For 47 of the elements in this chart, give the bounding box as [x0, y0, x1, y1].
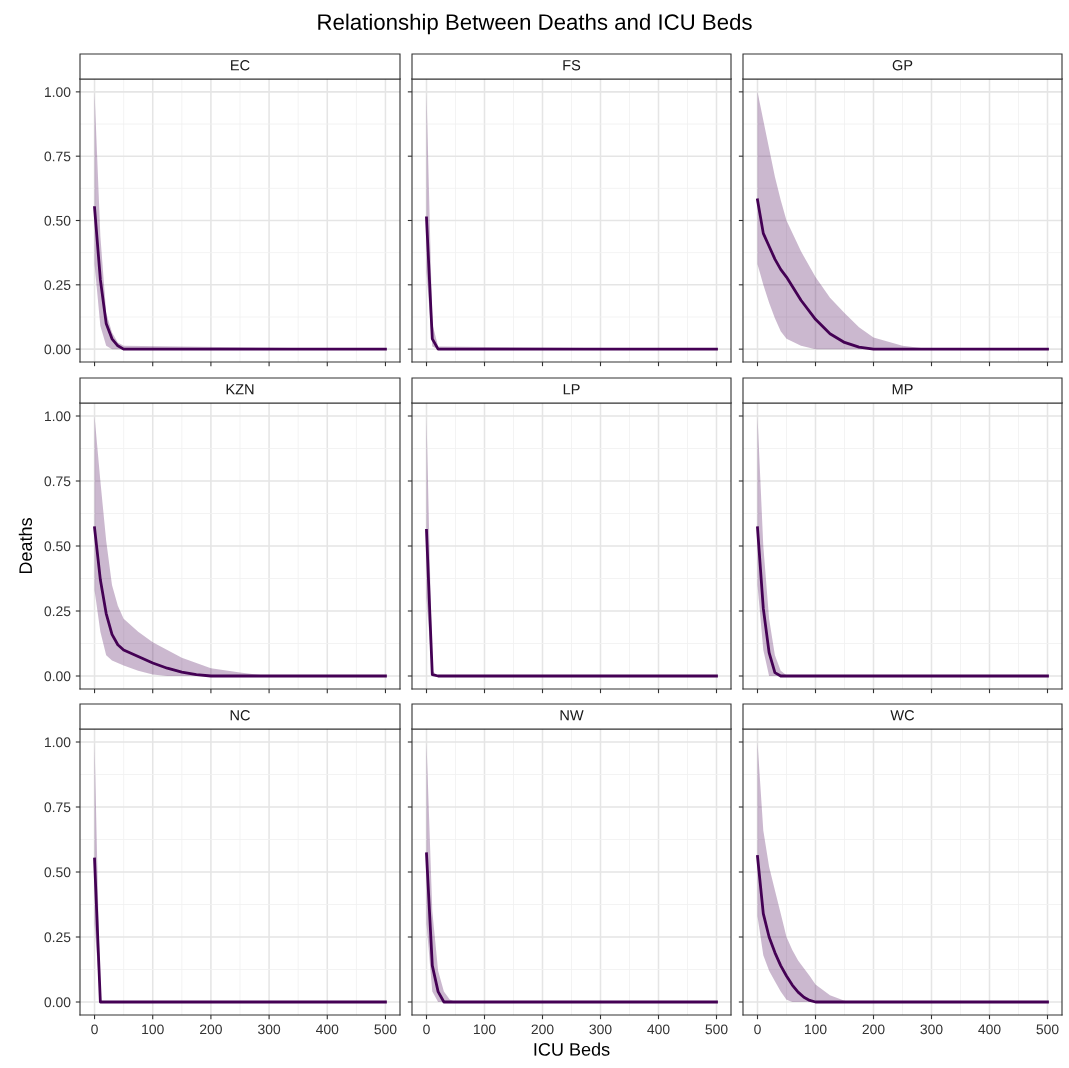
chart-title: MP: [892, 384, 913, 395]
chart-title: GP: [892, 60, 913, 71]
x-tick-label: 0: [91, 1024, 98, 1035]
text: Relationship Between Deaths and ICU Beds: [318, 13, 752, 35]
chart-title: LP: [563, 384, 580, 395]
x-tick-label: 200: [200, 1024, 222, 1035]
chart-title: FS: [563, 60, 581, 71]
x-tick-label: 100: [142, 1024, 164, 1035]
x-tick-label: 500: [374, 1024, 397, 1035]
y-tick-label: 0.25: [44, 280, 71, 290]
x-tick-label: 400: [316, 1024, 339, 1035]
x-tick-label: 400: [978, 1024, 1001, 1035]
y-tick-label: 0.50: [44, 541, 71, 552]
chart-title: EC: [231, 60, 250, 71]
chart-title: NW: [560, 710, 584, 721]
y-tick-label: 0.75: [44, 151, 71, 162]
x-tick-label: 200: [531, 1024, 554, 1035]
x-tick-label: 300: [920, 1024, 943, 1035]
y-tick-label: 0.50: [44, 215, 71, 226]
line-series: [93, 526, 387, 678]
y-tick-label: 0.25: [44, 606, 71, 617]
x-tick-label: 0: [754, 1024, 761, 1035]
x-axis-title: ICU Beds: [534, 1042, 610, 1056]
y-tick-label: 1.00: [45, 411, 71, 422]
x-tick-label: 500: [1036, 1024, 1059, 1035]
y-tick-label: 0.00: [44, 671, 71, 682]
y-tick-label: 0.75: [44, 476, 71, 487]
x-tick-label: 100: [473, 1024, 496, 1035]
chart-title: NC: [230, 710, 250, 721]
y-tick-label: 1.00: [45, 737, 71, 748]
line-series: [93, 206, 387, 351]
y-tick-label: 0.75: [44, 802, 71, 813]
x-tick-label: 0: [423, 1024, 430, 1035]
x-tick-label: 200: [862, 1024, 885, 1035]
y-tick-label: 0.00: [44, 344, 71, 355]
x-tick-label: 500: [705, 1024, 728, 1035]
chart-title: KZN: [226, 384, 254, 395]
y-tick-label: 1.00: [45, 87, 71, 98]
y-axis-title: Deaths: [18, 518, 33, 574]
x-tick-label: 100: [804, 1024, 827, 1035]
x-tick-label: 400: [647, 1024, 670, 1035]
y-tick-label: 0.00: [44, 997, 71, 1008]
y-tick-label: 0.50: [44, 867, 71, 878]
x-tick-label: 300: [589, 1024, 612, 1035]
chart-title: WC: [890, 710, 915, 721]
y-tick-label: 0.25: [44, 932, 71, 943]
x-tick-label: 300: [258, 1024, 281, 1035]
